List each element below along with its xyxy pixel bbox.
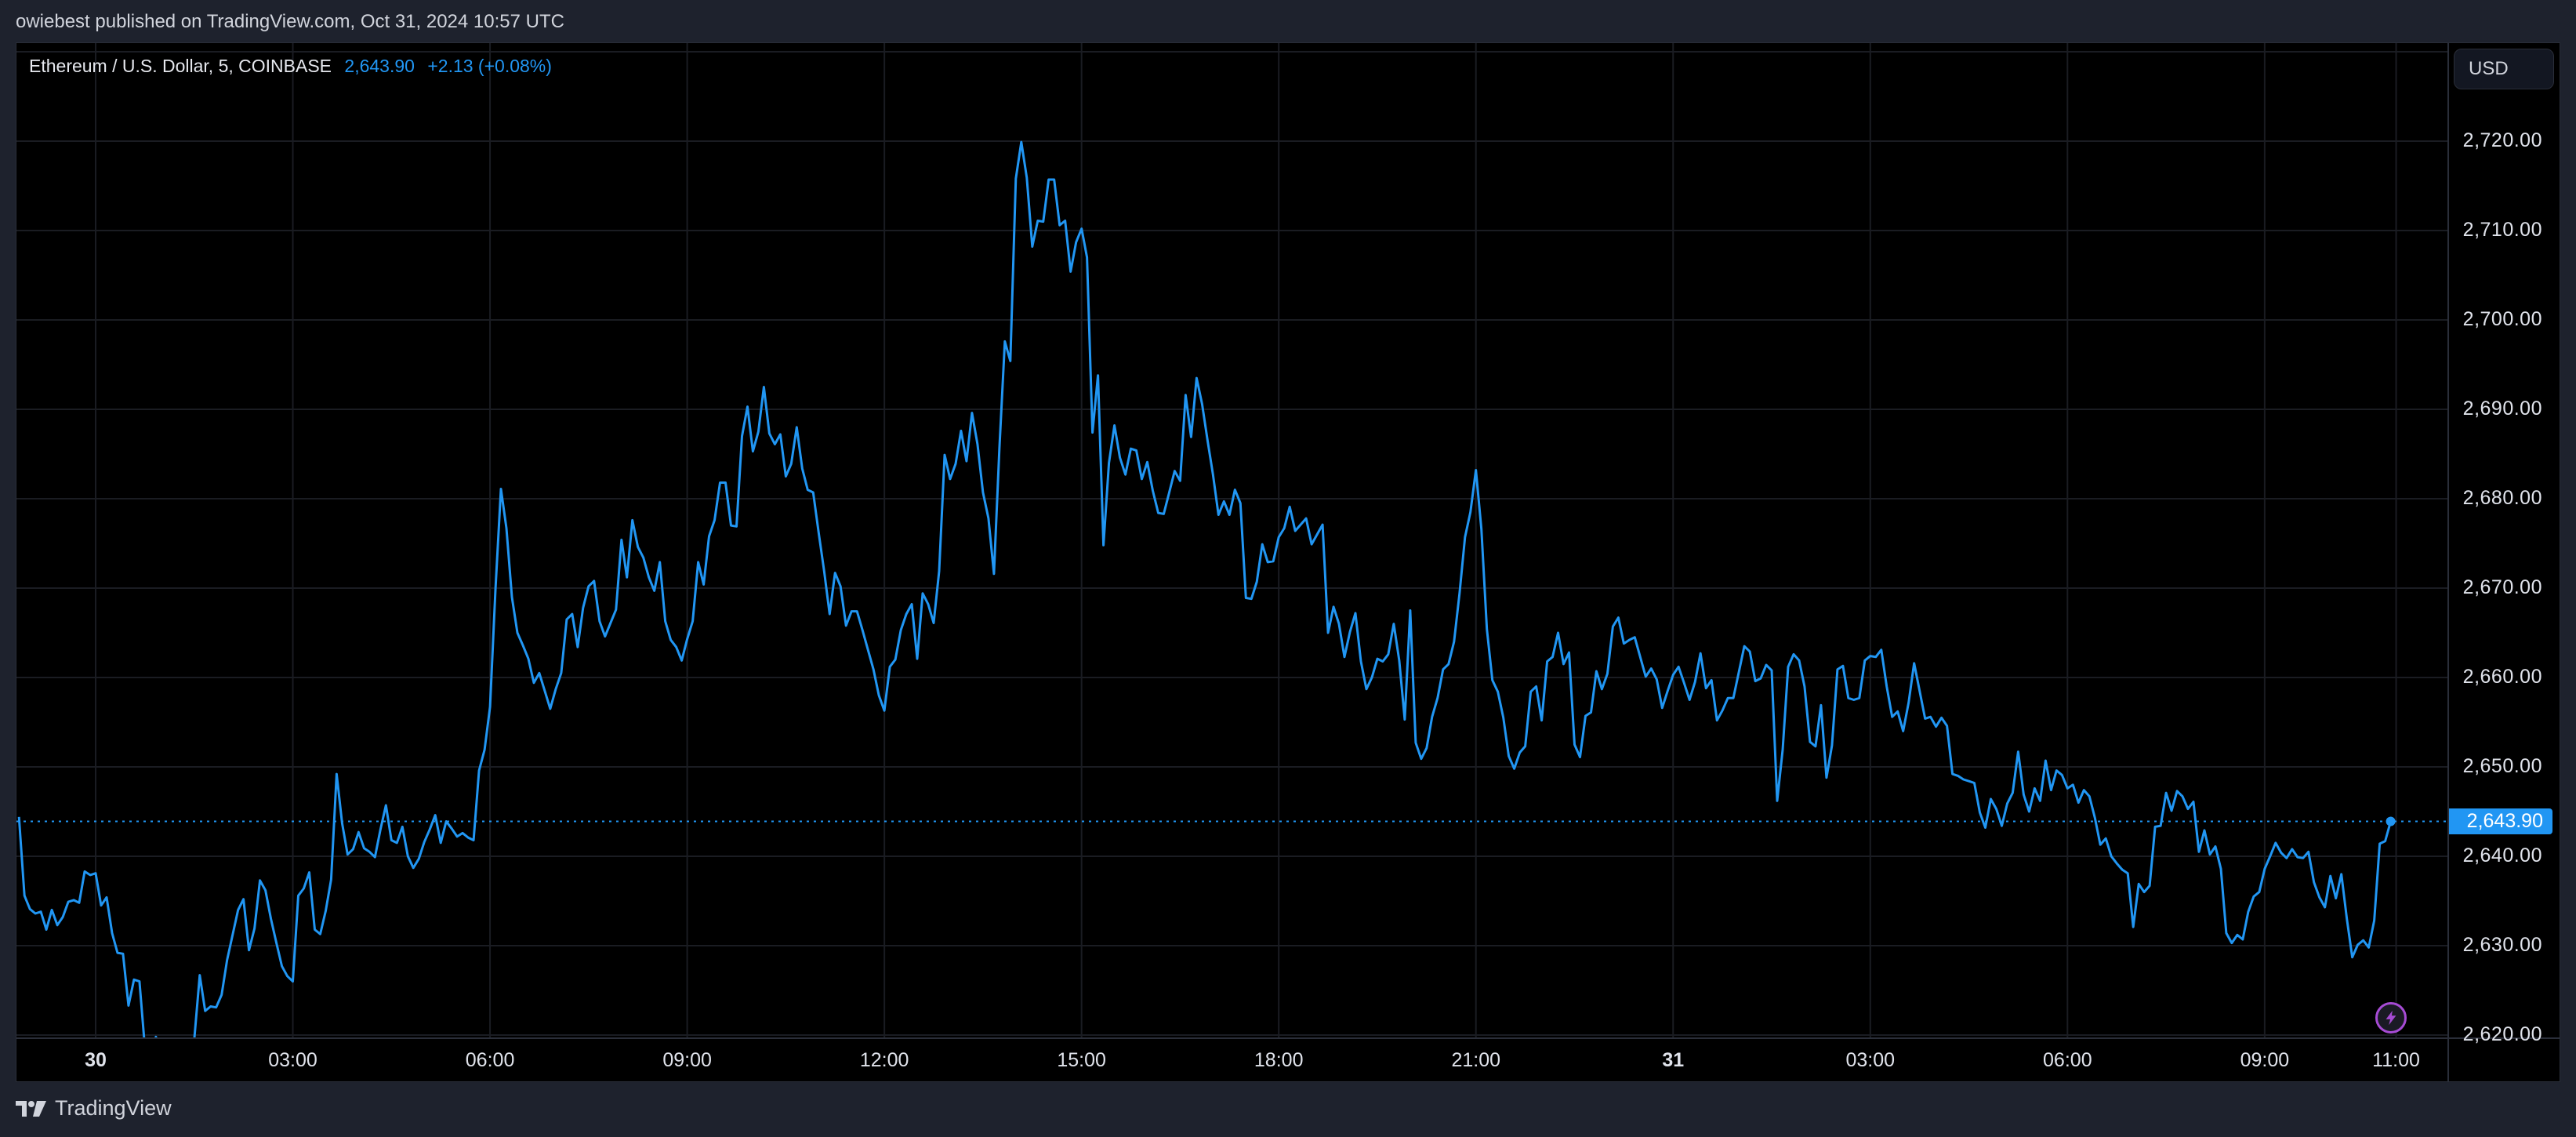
tradingview-logo-icon	[16, 1100, 46, 1117]
time-tick-label: 06:00	[465, 1049, 515, 1071]
price-tick-label: 2,660.00	[2462, 666, 2542, 688]
legend-last-price: 2,643.90	[344, 56, 415, 76]
price-tick-label: 2,630.00	[2462, 934, 2542, 956]
price-tick-label: 2,650.00	[2462, 755, 2542, 777]
price-tick-label: 2,710.00	[2462, 219, 2542, 241]
time-tick-label: 12:00	[859, 1049, 909, 1071]
brand-name: TradingView	[55, 1096, 172, 1120]
time-tick-label: 09:00	[2240, 1049, 2290, 1071]
price-tick-label: 2,700.00	[2462, 308, 2542, 330]
time-tick-label: 30	[85, 1049, 107, 1071]
time-tick-label: 21:00	[1451, 1049, 1500, 1071]
price-tick-label: 2,680.00	[2462, 487, 2542, 509]
time-tick-label: 18:00	[1254, 1049, 1304, 1071]
chart-grid	[16, 43, 2447, 1037]
symbol-legend: Ethereum / U.S. Dollar, 5, COINBASE 2,64…	[29, 56, 552, 77]
legend-change: +2.13 (+0.08%)	[427, 56, 552, 76]
alert-bolt-button[interactable]	[2375, 1002, 2407, 1033]
last-price-dot	[2386, 816, 2396, 826]
price-tick-label: 2,620.00	[2462, 1023, 2542, 1045]
time-tick-label: 03:00	[268, 1049, 317, 1071]
last-price-badge: 2,643.90	[2449, 808, 2552, 834]
time-tick-label: 15:00	[1057, 1049, 1106, 1071]
lightning-icon	[2386, 1010, 2396, 1026]
price-line	[17, 140, 2393, 1037]
time-tick-label: 11:00	[2372, 1049, 2420, 1071]
symbol-title: Ethereum / U.S. Dollar, 5, COINBASE	[29, 56, 332, 76]
price-tick-label: 2,640.00	[2462, 845, 2542, 866]
price-tick-label: 2,690.00	[2462, 398, 2542, 420]
published-caption: owiebest published on TradingView.com, O…	[16, 11, 564, 32]
price-tick-label: 2,720.00	[2462, 129, 2542, 151]
footer-brand[interactable]: TradingView	[16, 1096, 172, 1121]
currency-button[interactable]: USD	[2454, 49, 2554, 89]
time-tick-label: 03:00	[1845, 1049, 1896, 1071]
time-tick-label: 31	[1662, 1049, 1685, 1071]
price-tick-label: 2,670.00	[2462, 576, 2542, 598]
time-tick-label: 09:00	[662, 1049, 712, 1071]
time-tick-label: 06:00	[2043, 1049, 2092, 1071]
